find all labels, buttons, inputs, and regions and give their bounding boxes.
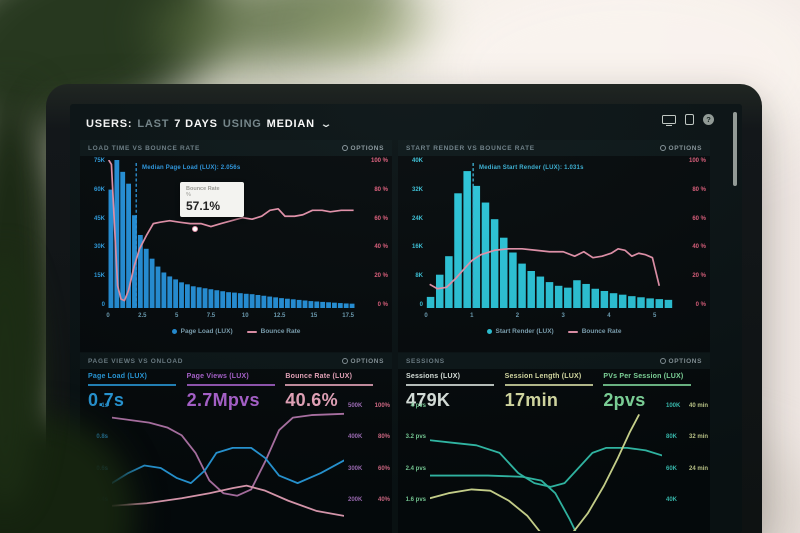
chart-legend: Start Render (LUX) Bounce Rate — [398, 328, 710, 335]
metric-sessions: Sessions (LUX) 479K — [406, 373, 505, 411]
options-button[interactable]: OPTIONS — [341, 145, 384, 152]
median-annotation: Median Start Render (LUX): 1.031s — [479, 165, 584, 171]
hover-marker — [192, 226, 198, 232]
days-label: 7 DAYS — [174, 118, 218, 130]
users-label: USERS: — [86, 118, 133, 130]
scrollbar-thumb[interactable] — [733, 112, 737, 186]
gear-icon — [659, 145, 666, 151]
y-axis-right: 100K 40 min 80K 32 min 60K 24 min 40K — [666, 403, 708, 503]
y-axis-right: 100 % 80 % 60 % 40 % 20 % 0 % — [370, 158, 388, 308]
legend-line — [246, 330, 257, 333]
start-render-chart[interactable] — [426, 160, 673, 308]
metric-session-length: Session Length (LUX) 17min — [504, 373, 604, 411]
panel-start-render: START RENDER VS BOUNCE RATE OPTIONS 40K 3… — [398, 140, 710, 352]
options-button[interactable]: OPTIONS — [659, 358, 702, 365]
panel-title: LOAD TIME VS BOUNCE RATE — [88, 144, 201, 152]
dashboard-screen: USERS: LAST 7 DAYS USING MEDIAN ⌄ ? LOAD… — [70, 104, 742, 533]
metric-page-views: Page Views (LUX) 2.7Mpvs — [186, 373, 286, 411]
y-axis-left: 75K 60K 45K 30K 15K 0 — [93, 158, 105, 308]
median-annotation: Median Page Load (LUX): 2.056s — [142, 165, 241, 171]
metric-bounce-rate: Bounce Rate (LUX) 40.6% — [285, 373, 384, 411]
options-button[interactable]: OPTIONS — [341, 358, 384, 365]
last-label: LAST — [137, 118, 170, 130]
load-time-chart[interactable] — [108, 160, 355, 308]
legend-dot — [171, 329, 177, 334]
median-label: MEDIAN — [266, 118, 315, 130]
panel-page-views: PAGE VIEWS VS ONLOAD OPTIONS Page Load (… — [80, 353, 392, 533]
legend-dot — [486, 329, 492, 334]
mobile-icon[interactable] — [685, 114, 694, 125]
options-button[interactable]: OPTIONS — [659, 145, 702, 152]
chart-tooltip: Bounce Rate % 57.1% — [180, 182, 244, 217]
panel-title: START RENDER VS BOUNCE RATE — [406, 144, 535, 152]
chevron-down-icon: ⌄ — [319, 118, 334, 130]
y-axis-left: 40K 32K 24K 16K 8K 0 — [411, 158, 423, 308]
desktop-icon[interactable] — [662, 115, 676, 126]
legend-line — [567, 330, 578, 333]
panel-title: PAGE VIEWS VS ONLOAD — [88, 357, 184, 365]
y-axis-right: 500K 100% 400K 80% 300K 60% 200K 40% — [348, 403, 390, 503]
metric-row: Sessions (LUX) 479K Session Length (LUX)… — [406, 373, 702, 411]
users-range-dropdown[interactable]: USERS: LAST 7 DAYS USING MEDIAN ⌄ — [86, 114, 334, 134]
page-views-chart[interactable] — [112, 405, 344, 531]
metric-pvs-per-session: PVs Per Session (LUX) 2pvs — [603, 373, 702, 411]
using-label: USING — [222, 118, 262, 130]
y-axis-left: 4 pvs 3.2 pvs 2.4 pvs 1.6 pvs — [405, 403, 426, 503]
metric-row: Page Load (LUX) 0.7s Page Views (LUX) 2.… — [88, 373, 384, 411]
panel-load-time: LOAD TIME VS BOUNCE RATE OPTIONS 75K 60K … — [80, 140, 392, 352]
gear-icon — [341, 145, 348, 151]
metric-page-load: Page Load (LUX) 0.7s — [88, 373, 187, 411]
chart-legend: Page Load (LUX) Bounce Rate — [80, 328, 392, 335]
sessions-chart[interactable] — [430, 405, 662, 531]
gear-icon — [341, 358, 348, 364]
gear-icon — [659, 358, 666, 364]
help-icon[interactable]: ? — [703, 114, 714, 125]
y-axis-right: 100 % 80 % 60 % 40 % 20 % 0 % — [688, 158, 706, 308]
x-axis: 0 2.5 5 7.5 10 12.5 15 17.5 — [106, 313, 354, 319]
panel-sessions: SESSIONS OPTIONS Sessions (LUX) 479K Ses… — [398, 353, 710, 533]
panel-title: SESSIONS — [406, 357, 445, 365]
